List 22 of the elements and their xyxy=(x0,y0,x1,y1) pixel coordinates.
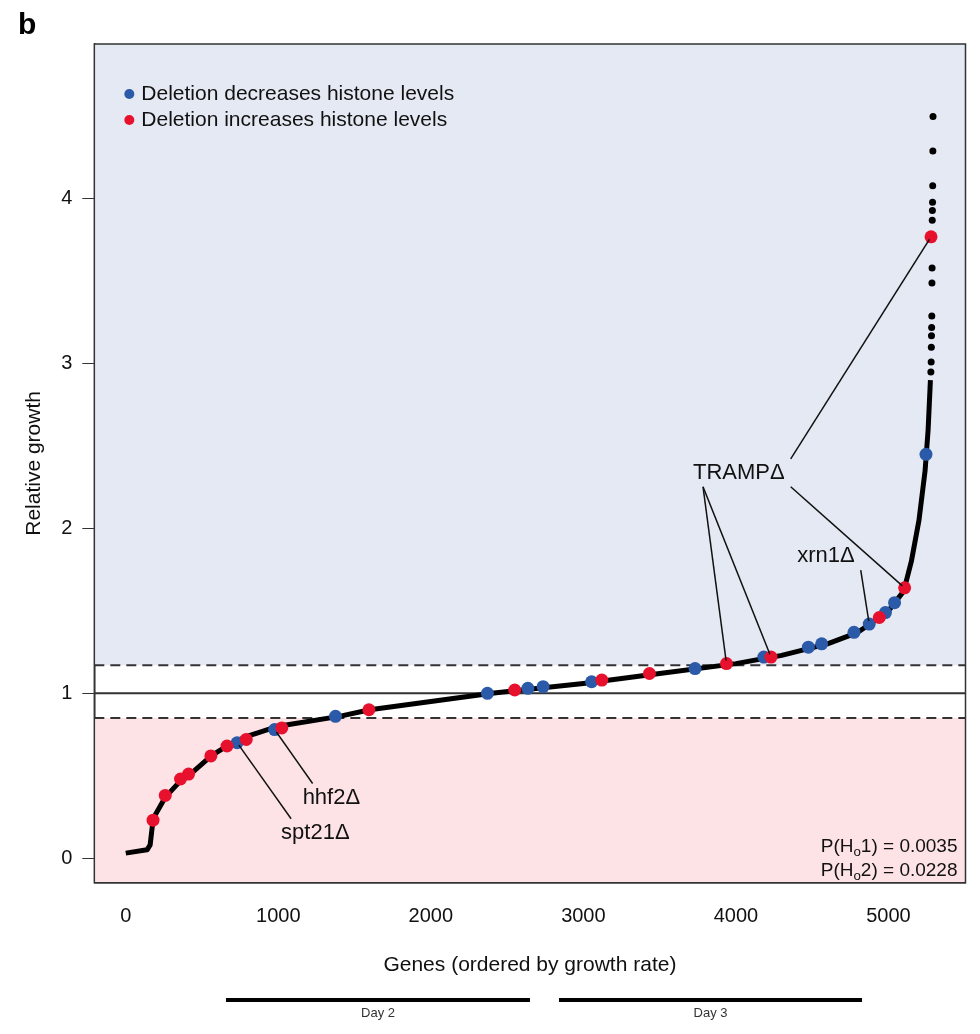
y-tick-label: 0 xyxy=(61,845,73,868)
y-tick-label: 3 xyxy=(61,351,73,374)
text: Day 3 xyxy=(693,1005,728,1021)
x-tick-label: 3000 xyxy=(561,904,606,927)
legend-label: Deletion increases histone levels xyxy=(141,106,448,130)
annotation: hhf2Δ xyxy=(302,783,361,809)
annotation: spt21Δ xyxy=(281,818,350,844)
annotation: TRAMPΔ xyxy=(693,458,786,484)
x-tick-label: 2000 xyxy=(408,904,454,927)
x-axis-title: Genes (ordered by growth rate) xyxy=(383,952,677,976)
y-tick-label: 1 xyxy=(61,680,73,703)
x-tick-label: 5000 xyxy=(866,904,911,927)
x-tick-label: 1000 xyxy=(256,904,301,927)
y-tick-label: 4 xyxy=(61,186,73,209)
x-tick-label: 0 xyxy=(120,904,132,927)
text: Day 2 xyxy=(361,1005,395,1021)
chart-title: b xyxy=(18,7,37,41)
legend-label: Deletion decreases histone levels xyxy=(141,80,455,104)
annotation: xrn1Δ xyxy=(797,542,856,568)
y-tick-label: 2 xyxy=(61,516,73,539)
x-tick-label: 4000 xyxy=(713,904,759,927)
y-axis-title: Relative growth xyxy=(21,391,45,536)
